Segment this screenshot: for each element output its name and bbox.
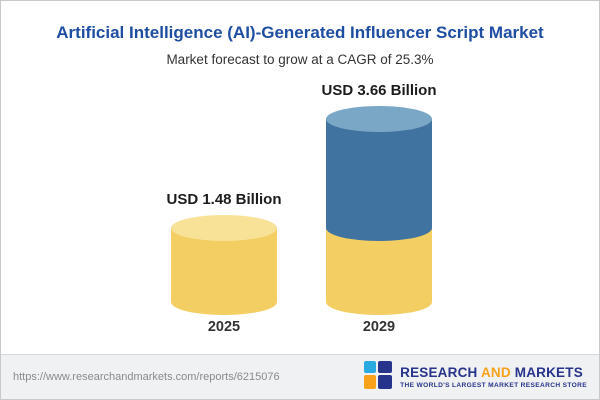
cylinder-2025-yellow-segment	[171, 215, 277, 315]
cylinder-2025	[171, 215, 277, 315]
logo-word-and: AND	[480, 365, 511, 380]
value-label-2025: USD 1.48 Billion	[166, 191, 282, 208]
logo-tagline: THE WORLD'S LARGEST MARKET RESEARCH STOR…	[400, 382, 587, 389]
bar-group-2029: USD 3.66 Billion 2029	[304, 82, 454, 335]
value-label-2029: USD 3.66 Billion	[321, 82, 437, 99]
logo-text: RESEARCH AND MARKETS THE WORLD'S LARGEST…	[400, 365, 587, 389]
year-label-2029: 2029	[362, 319, 396, 335]
report-url-link[interactable]: https://www.researchandmarkets.com/repor…	[13, 371, 280, 383]
cylinder-top-ellipse	[171, 215, 277, 241]
logo-word-markets: MARKETS	[514, 365, 583, 380]
footer-bar: https://www.researchandmarkets.com/repor…	[1, 354, 599, 399]
logo-mark-icon	[363, 360, 393, 395]
cylinder-top-ellipse	[326, 106, 432, 132]
bar-group-2025: USD 1.48 Billion 2025	[149, 191, 299, 335]
year-label-2025: 2025	[207, 319, 241, 335]
chart-title: Artificial Intelligence (AI)-Generated I…	[56, 23, 544, 42]
cylinder-bottom-ellipse	[171, 289, 277, 315]
research-and-markets-logo[interactable]: RESEARCH AND MARKETS THE WORLD'S LARGEST…	[363, 360, 587, 395]
cylinder-2029	[326, 106, 432, 315]
logo-wordmark: RESEARCH AND MARKETS	[400, 365, 583, 380]
logo-word-research: RESEARCH	[400, 365, 478, 380]
chart-subtitle: Market forecast to grow at a CAGR of 25.…	[166, 52, 434, 67]
cylinder-junction-ellipse	[326, 215, 432, 241]
cylinder-2029-blue-segment	[326, 106, 432, 241]
cylinder-bottom-ellipse	[326, 289, 432, 315]
